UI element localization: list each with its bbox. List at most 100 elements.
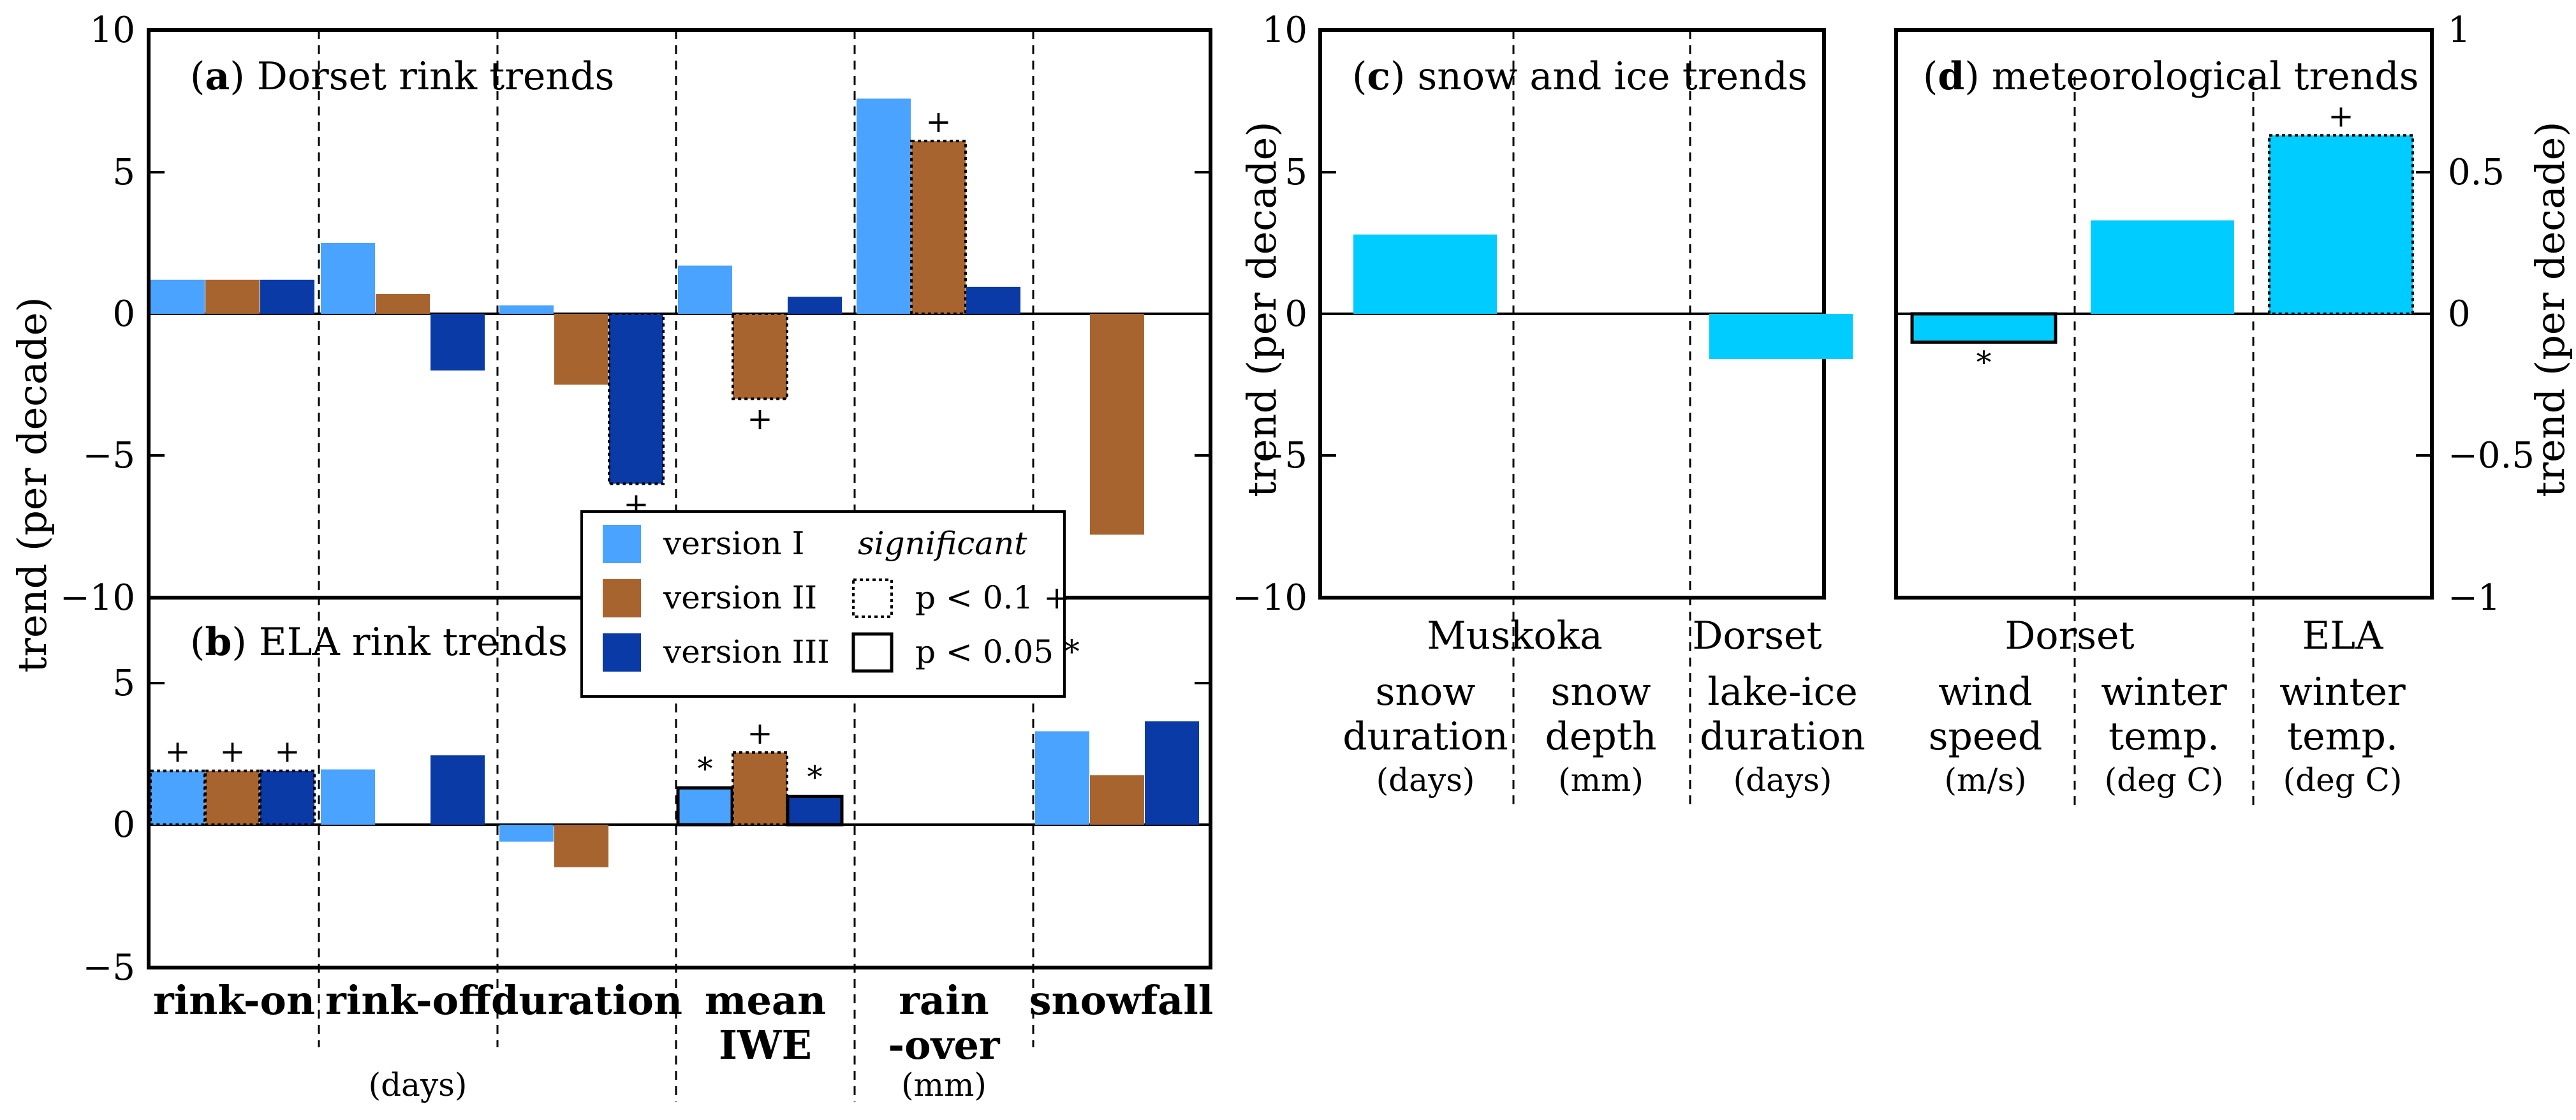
c-label-unit-days-1: (days): [1376, 762, 1475, 799]
unit-label-mm: (mm): [901, 1066, 987, 1103]
panel-c-ytick-0: 0: [1284, 293, 1307, 335]
panel-c-ytick-m10: −10: [1232, 577, 1307, 619]
legend-swatch-version-III: [603, 633, 641, 672]
panel-c-ytick-m5: −5: [1255, 435, 1307, 476]
panel-a-ytick-10: 10: [90, 10, 135, 51]
panel-b-bars: + * + + + *: [149, 716, 1199, 867]
legend-swatch-version-I: [603, 525, 641, 563]
bars-b-s2-c3: [554, 825, 608, 867]
panel-b-ytick-0: 0: [112, 804, 135, 846]
d-label-temp-2: temp.: [2109, 714, 2219, 759]
bars-a-s2-c5-sig-marker: +: [925, 104, 951, 140]
bars-a-s3-c2: [431, 314, 485, 371]
panel-c-bar-1: [1353, 234, 1497, 314]
d-label-unit-degc-3: (deg C): [2283, 762, 2403, 799]
panel-c-bar-3: [1709, 314, 1853, 360]
c-label-lake-ice: lake-ice: [1707, 670, 1857, 714]
bars-b-s2-c1-sig-marker: +: [219, 734, 245, 770]
bars-a-s2-c4-sig-marker: +: [747, 401, 772, 437]
panel-d-bar-1: [1910, 312, 2057, 344]
legend-label-p01: p < 0.1 +: [915, 579, 1070, 616]
bars-b-s2-c1: [204, 769, 261, 827]
panel-d-ytick-m1: −1: [2448, 577, 2501, 619]
panel-b-ytick-5: 5: [112, 663, 135, 704]
bars-b-s3-c1-sig-marker: +: [274, 734, 300, 770]
bars-b-s2-c4: [732, 751, 788, 827]
bars-b-s2-c4-sig-marker: +: [747, 716, 772, 751]
panel-a-ytick-m5: −5: [82, 435, 135, 476]
bars-b-s3-c1: [259, 769, 316, 827]
bars-b-s1-c4-sig-marker: *: [698, 751, 713, 786]
bars-b-s1-c1: [149, 769, 206, 827]
bars-a-s2-c2: [376, 293, 430, 314]
bars-a-s1-c2: [321, 243, 375, 314]
panel-c-separators: [1512, 30, 1691, 810]
bars-a-s1-c5: [857, 98, 911, 314]
c-label-snow-1: snow: [1376, 670, 1476, 714]
d-label-temp-3: temp.: [2287, 714, 2398, 759]
site-label-dorset-c: Dorset: [1692, 614, 1822, 658]
legend-significant-header: significant: [858, 525, 1027, 562]
category-label-iwe: IWE: [719, 1022, 812, 1068]
panel-d: *+ 1 0.5 0 −0.5 −1 trend (per decade) (d…: [1894, 10, 2573, 810]
bars-b-s3-c6: [1145, 721, 1199, 825]
c-label-snow-2: snow: [1551, 670, 1651, 714]
panel-d-y-axis-label: trend (per decade): [2527, 121, 2573, 497]
left-y-axis-label: trend (per decade): [9, 297, 55, 672]
bars-a-s2-c1: [205, 279, 260, 314]
panel-d-ytick-05: 0.5: [2448, 152, 2505, 193]
bars-a-s2-c5: [910, 140, 967, 315]
panel-left: + + + + * + + + * 10 5 0 −5 −10 5 0 −5 trend (p…: [9, 10, 1213, 1103]
bars-b-s2-c6: [1090, 775, 1144, 825]
bars-b-s3-c4: [786, 795, 844, 827]
panel-c-ytick-5: 5: [1284, 152, 1307, 193]
site-label-dorset-d: Dorset: [2005, 614, 2134, 658]
panel-d-bars: *+: [1910, 98, 2414, 380]
panel-c-y-ticks: [1320, 171, 1336, 457]
panel-a-y-ticks: [149, 171, 1211, 457]
bars-b-s1-c3: [499, 825, 554, 842]
legend-label-version-III: version III: [663, 633, 830, 670]
panel-a-ytick-m10: −10: [60, 577, 135, 619]
unit-label-days: (days): [369, 1066, 467, 1103]
panel-a-ytick-0: 0: [112, 293, 135, 335]
category-label-snowfall: snowfall: [1029, 977, 1214, 1024]
panel-c-y-axis-label: trend (per decade): [1239, 121, 1285, 497]
panel-d-bar-2: [2091, 220, 2234, 314]
d-label-speed: speed: [1929, 714, 2043, 759]
panel-c-title: (c) snow and ice trends: [1352, 54, 1807, 99]
bars-a-s2-c6: [1090, 314, 1144, 535]
category-label-rink-off: rink-off: [325, 977, 494, 1024]
bars-b-s3-c4-sig-marker: *: [807, 760, 823, 795]
category-label-over: -over: [888, 1022, 1001, 1068]
bars-a-s3-c1: [260, 279, 314, 314]
category-label-rink-on: rink-on: [153, 977, 315, 1024]
c-label-duration-1: duration: [1343, 714, 1508, 759]
bars-b-s1-c4: [676, 786, 734, 827]
panel-c-ytick-10: 10: [1262, 10, 1307, 51]
legend-label-version-II: version II: [663, 579, 817, 616]
panel-a-ytick-5: 5: [112, 152, 135, 193]
c-label-unit-days-3: (days): [1733, 762, 1832, 799]
category-label-duration: duration: [491, 977, 682, 1024]
c-label-depth: depth: [1545, 714, 1656, 759]
panel-d-y-ticks: [2416, 171, 2432, 457]
panel-d-ytick-1: 1: [2448, 10, 2471, 51]
panel-d-bar-3-sig-marker: +: [2328, 98, 2353, 134]
panel-a-title: (a) Dorset rink trends: [190, 54, 614, 99]
bars-a-s1-c4: [678, 265, 732, 314]
site-label-muskoka: Muskoka: [1427, 614, 1602, 658]
bars-b-s3-c2: [431, 755, 485, 825]
bars-a-s3-c3: [608, 313, 665, 485]
panel-d-title: (d) meteorological trends: [1923, 54, 2419, 99]
legend-swatch-p005: [851, 632, 894, 673]
category-label-rain: rain: [899, 977, 989, 1024]
d-label-winter-3: winter: [2279, 670, 2406, 714]
bars-a-s1-c3: [499, 305, 554, 314]
d-label-unit-ms: (m/s): [1945, 762, 2027, 799]
site-label-ela: ELA: [2302, 614, 2384, 658]
legend-label-version-I: version I: [663, 525, 804, 562]
d-label-unit-degc-2: (deg C): [2105, 762, 2224, 799]
panel-a-bars: +++: [151, 98, 1144, 535]
category-label-mean: mean: [705, 977, 826, 1024]
